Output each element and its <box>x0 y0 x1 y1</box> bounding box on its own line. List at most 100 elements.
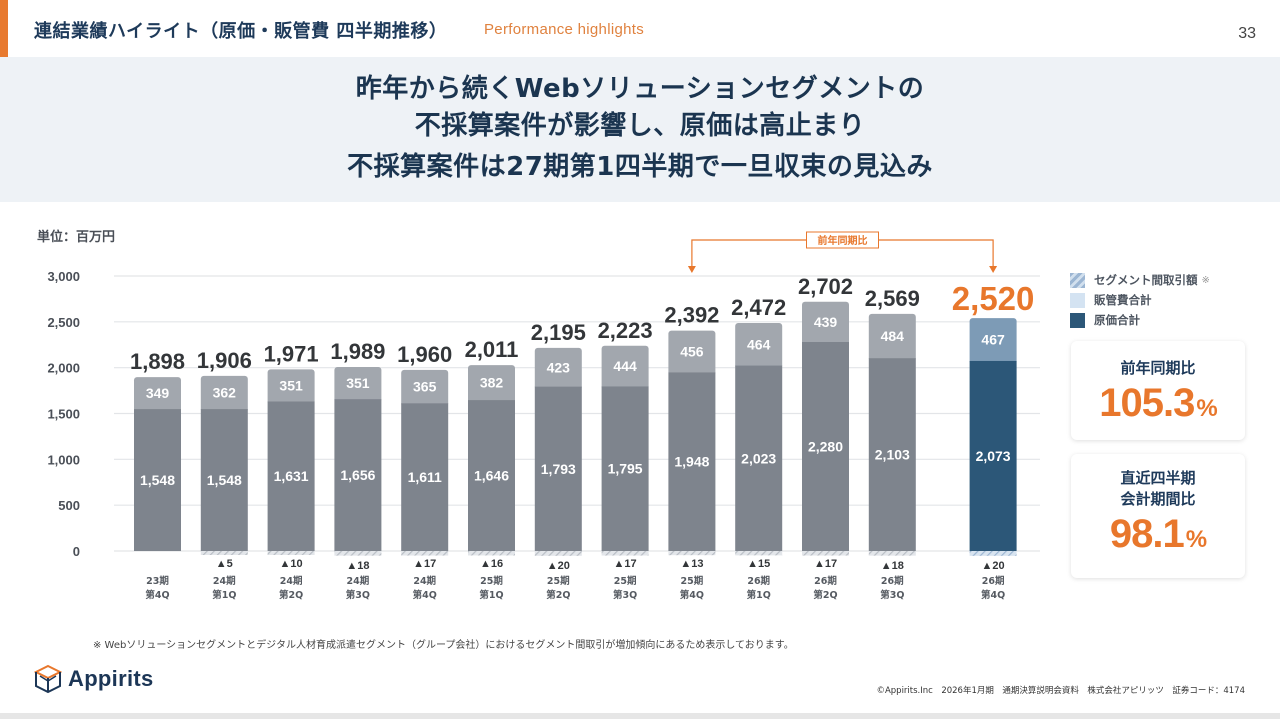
bar-segment-cogs <box>668 372 716 551</box>
bar-group <box>735 323 783 556</box>
legend-label: 販管費合計 <box>1094 293 1152 307</box>
cogs-value-label: 2,280 <box>808 439 843 455</box>
y-tick-label: 2,500 <box>47 315 80 330</box>
x-tick-label-period: 25期 <box>614 575 637 587</box>
bar-group <box>334 367 382 556</box>
x-tick-label-quarter: 第3Q <box>880 589 904 601</box>
bar-group <box>401 369 449 556</box>
bar-segment-sga <box>334 367 382 403</box>
bar-segment-intersegment <box>802 551 849 556</box>
x-tick-label-quarter: 第2Q <box>546 589 570 601</box>
legend-item-sga: 販管費合計 <box>1070 290 1210 310</box>
bar-segment-sga <box>200 375 248 413</box>
kpi-label: 直近四半期 <box>1120 469 1196 487</box>
total-value-label: 1,906 <box>197 348 252 373</box>
accent-bar <box>0 0 8 57</box>
cogs-value-label: 1,656 <box>340 467 375 483</box>
arrow-down-icon <box>989 266 998 273</box>
total-value-label: 2,702 <box>798 274 853 299</box>
headline-line-2: 不採算案件が影響し、原価は高止まり <box>414 111 866 141</box>
sga-value-label: 456 <box>680 344 704 360</box>
footnote: ※ Webソリューションセグメントとデジタル人材育成派遣セグメント（グループ会社… <box>93 640 794 651</box>
company-logo: Appirits <box>34 664 154 694</box>
headline-line-3: 不採算案件は27期第1四半期で一旦収束の見込み <box>347 152 933 182</box>
y-tick-label: 500 <box>58 498 80 513</box>
x-tick-label-quarter: 第1Q <box>747 589 771 601</box>
page-subtitle: Performance highlights <box>484 21 645 38</box>
x-tick-label-period: 24期 <box>347 575 370 587</box>
kpi-number: 98.1 <box>1109 512 1185 556</box>
sga-value-label: 464 <box>747 336 771 352</box>
bar-group <box>200 375 248 555</box>
y-tick-label: 1,000 <box>47 452 80 467</box>
yoy-annotation: 前年同期比 <box>687 231 998 273</box>
bar-segment-cogs <box>534 386 582 551</box>
logo-text: Appirits <box>68 666 154 691</box>
bar-group <box>534 347 582 556</box>
cogs-value-label: 1,646 <box>474 468 509 484</box>
y-axis-ticks: 0 500 1,000 1,500 2,000 2,500 3,000 <box>47 269 80 559</box>
bar-segment-sga <box>534 347 582 390</box>
cogs-value-label: 2,073 <box>976 448 1011 464</box>
bar-segment-intersegment <box>969 551 1017 556</box>
bar-segment-cogs <box>735 365 783 551</box>
intersegment-value-label: ▲17 <box>413 558 436 570</box>
bar-segment-sga <box>267 369 315 405</box>
bar-segment-cogs <box>969 360 1017 551</box>
bar-segment-sga <box>868 313 916 362</box>
cube-logo-icon <box>34 664 62 694</box>
legend-item-segment: セグメント間取引額 ※ <box>1070 270 1210 290</box>
x-tick-label-quarter: 第2Q <box>279 589 303 601</box>
bar-segment-intersegment <box>267 551 315 555</box>
x-tick-label-quarter: 第4Q <box>680 589 704 601</box>
intersegment-value-label: ▲18 <box>346 560 369 572</box>
sga-value-label: 439 <box>814 314 838 330</box>
y-tick-label: 0 <box>73 544 80 559</box>
x-tick-label-quarter: 第4Q <box>413 589 437 601</box>
bar-segment-cogs <box>401 403 449 551</box>
light-blue-swatch-icon <box>1070 292 1085 308</box>
page-number: 33 <box>1238 25 1256 42</box>
cogs-value-label: 1,795 <box>608 461 643 477</box>
sga-value-label: 484 <box>881 328 905 344</box>
x-tick-label-period: 26期 <box>747 575 770 587</box>
x-tick-label-period: 24期 <box>413 575 436 587</box>
sga-value-label: 365 <box>413 379 437 395</box>
intersegment-value-label: ▲13 <box>680 558 703 570</box>
bar-group <box>668 330 716 556</box>
bar-segment-sga <box>601 345 649 390</box>
intersegment-value-label: ▲16 <box>480 558 503 570</box>
bracket-right <box>878 239 994 268</box>
headline-banner: 昨年から続くWebソリューションセグメントの 不採算案件が影響し、原価は高止まり… <box>0 57 1280 202</box>
bar-group <box>868 313 916 556</box>
bottom-rule <box>0 713 1280 719</box>
sga-value-label: 444 <box>613 358 637 374</box>
sga-value-label: 467 <box>981 332 1005 348</box>
bars <box>134 301 1017 556</box>
bar-segment-cogs <box>334 399 382 551</box>
x-tick-label-period: 26期 <box>881 575 904 587</box>
x-tick-label-period: 25期 <box>480 575 503 587</box>
kpi-value: 98.1% <box>1071 512 1245 562</box>
kpi-label: 会計期間比 <box>1120 490 1196 508</box>
bar-segment-intersegment <box>868 551 916 556</box>
total-value-label: 2,011 <box>465 337 519 362</box>
intersegment-value-label: ▲10 <box>280 558 303 570</box>
kpi-label: 前年同期比 <box>1120 359 1196 377</box>
sga-value-label: 351 <box>279 377 303 393</box>
bar-segment-sga <box>735 323 783 369</box>
bar-segment-sga <box>969 318 1017 364</box>
x-tick-label-period: 23期 <box>146 575 169 587</box>
cogs-value-label: 2,023 <box>741 450 776 466</box>
bar-segment-intersegment <box>401 551 449 556</box>
x-tick-label-quarter: 第3Q <box>613 589 637 601</box>
intersegment-value-label: ▲5 <box>216 558 233 570</box>
intersegment-value-label: ▲17 <box>614 558 637 570</box>
y-tick-label: 3,000 <box>47 269 80 284</box>
cogs-value-label: 1,611 <box>408 469 442 485</box>
intersegment-value-label: ▲20 <box>547 560 570 572</box>
bar-segment-sga <box>468 365 515 404</box>
x-tick-label-period: 26期 <box>814 575 837 587</box>
bar-segment-intersegment <box>468 551 515 556</box>
